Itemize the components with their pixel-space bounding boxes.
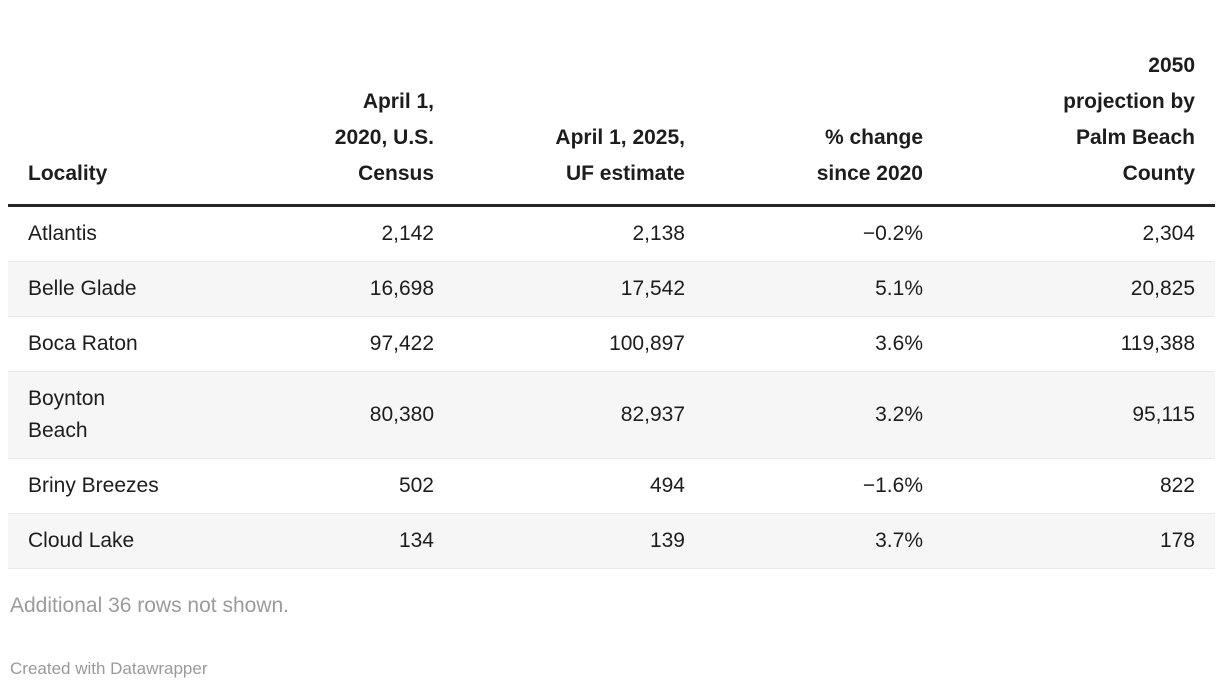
column-header-locality: Locality [8,48,203,207]
cell-locality: Cloud Lake [28,529,135,552]
cell-pct_change: −1.6% [862,474,923,497]
cell-projection_2050: 178 [1159,529,1195,552]
cell-uf_estimate_2025: 494 [649,474,685,497]
table-row: Atlantis 2,142 2,138 −0.2% 2,304 [8,206,1215,262]
cell-census_2020: 80,380 [369,403,434,426]
table-row: Boca Raton 97,422 100,897 3.6% 119,388 [8,317,1215,372]
cell-census_2020: 502 [398,474,434,497]
cell-pct_change: −0.2% [862,222,923,245]
cell-locality: Belle Glade [28,277,137,300]
cell-projection_2050: 822 [1159,474,1195,497]
column-header-projection-2050: 2050 projection by Palm Beach County [923,48,1215,207]
table-row: Cloud Lake 134 139 3.7% 178 [8,513,1215,569]
cell-pct_change: 5.1% [875,277,923,300]
cell-projection_2050: 2,304 [1142,222,1195,245]
table-row: Boynton Beach 80,380 82,937 3.2% 95,115 [8,371,1215,459]
cell-census_2020: 97,422 [369,332,434,355]
column-header-pct-change: % change since 2020 [685,48,923,207]
cell-locality: Boca Raton [28,332,138,355]
table-body: Atlantis 2,142 2,138 −0.2% 2,304 Belle Glade 1… [8,206,1215,569]
cell-locality: Boynton Beach [28,387,106,442]
table-header: Locality April 1, 2020, U.S. Census Apri… [8,48,1215,207]
cell-census_2020: 16,698 [369,277,434,300]
cell-uf_estimate_2025: 139 [649,529,685,552]
cell-uf_estimate_2025: 82,937 [620,403,685,426]
table-note: Additional 36 rows not shown. [10,594,289,617]
cell-uf_estimate_2025: 100,897 [609,332,685,355]
column-header-uf-estimate-2025: April 1, 2025, UF estimate [434,48,685,207]
cell-pct_change: 3.6% [875,332,923,355]
cell-pct_change: 3.2% [875,403,923,426]
table-row: Briny Breezes 502 494 −1.6% 822 [8,459,1215,514]
cell-projection_2050: 119,388 [1120,332,1195,355]
cell-census_2020: 2,142 [381,222,434,245]
cell-projection_2050: 95,115 [1132,403,1195,426]
cell-uf_estimate_2025: 2,138 [632,222,685,245]
cell-locality: Briny Breezes [28,474,159,497]
cell-projection_2050: 20,825 [1130,277,1195,300]
population-table: Locality April 1, 2020, U.S. Census Apri… [8,48,1215,569]
cell-census_2020: 134 [398,529,434,552]
column-header-census-2020: April 1, 2020, U.S. Census [203,48,434,207]
header-row: Locality April 1, 2020, U.S. Census Apri… [8,48,1215,207]
cell-locality: Atlantis [28,222,97,245]
table-row: Belle Glade 16,698 17,542 5.1% 20,825 [8,261,1215,317]
cell-uf_estimate_2025: 17,542 [620,277,685,300]
datawrapper-attribution-link[interactable]: Created with Datawrapper [10,659,208,678]
cell-pct_change: 3.7% [875,529,923,552]
